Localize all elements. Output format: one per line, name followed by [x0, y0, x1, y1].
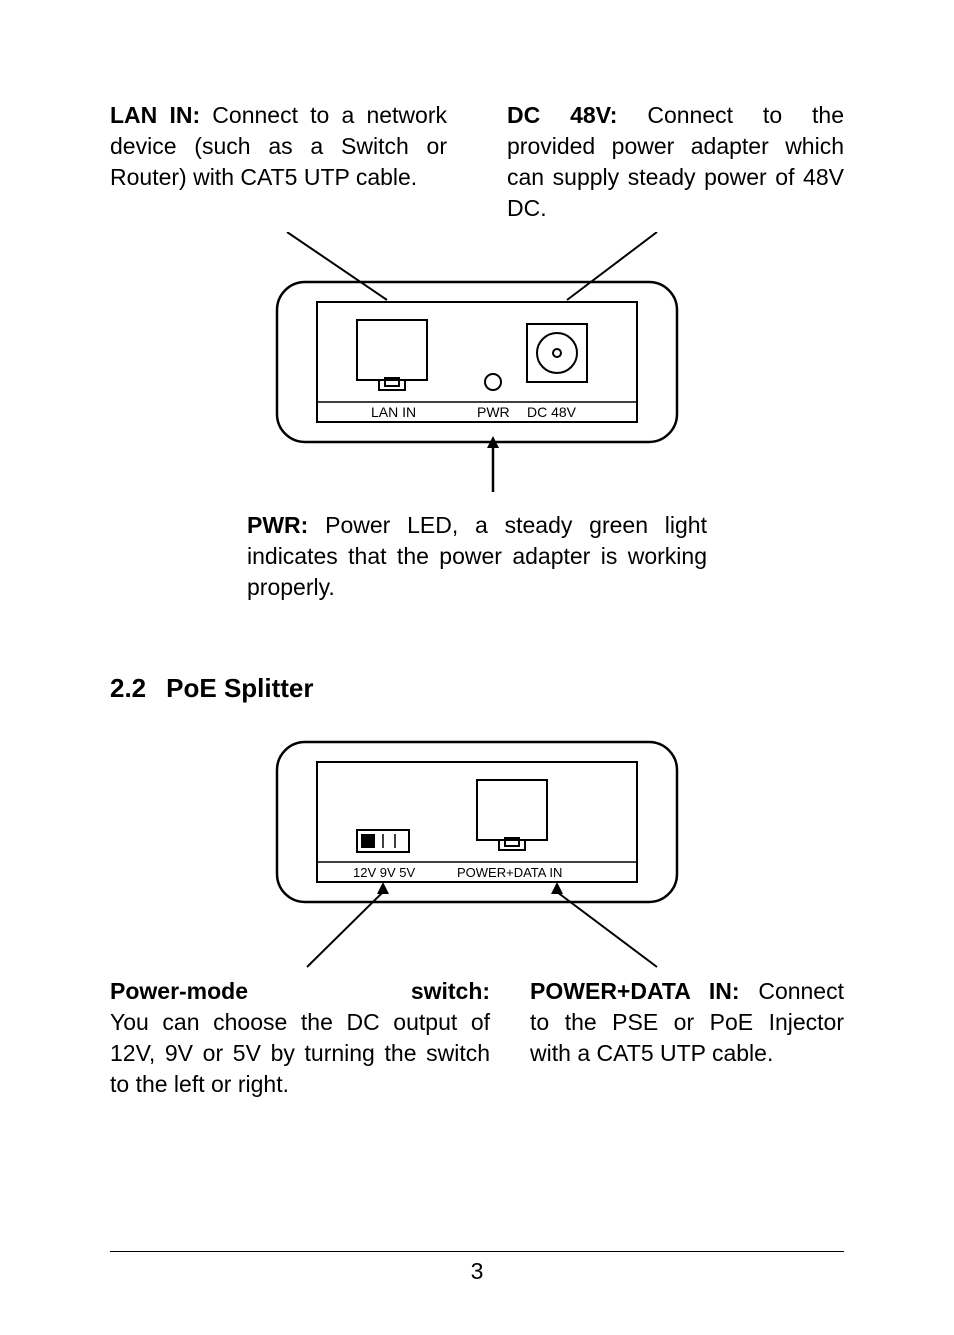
diagram2-port-label: POWER+DATA IN: [457, 865, 562, 880]
top-description-row: LAN IN: Connect to a network device (suc…: [110, 100, 844, 224]
page-number: 3: [110, 1258, 844, 1285]
lan-in-label: LAN IN:: [110, 102, 200, 128]
pwr-description: PWR: Power LED, a steady green light ind…: [247, 510, 707, 603]
page-container: LAN IN: Connect to a network device (suc…: [0, 0, 954, 1335]
diagram2-switch-label: 12V 9V 5V: [353, 865, 415, 880]
power-mode-text: You can choose the DC output of 12V, 9V …: [110, 1009, 490, 1097]
footer-rule: [110, 1251, 844, 1252]
page-footer: 3: [110, 1251, 844, 1285]
splitter-diagram: 12V 9V 5V POWER+DATA IN: [110, 732, 844, 972]
splitter-svg: 12V 9V 5V POWER+DATA IN: [197, 732, 757, 972]
pwr-label: PWR:: [247, 512, 308, 538]
diagram1-lan-label: LAN IN: [371, 404, 416, 420]
pwr-text: Power LED, a steady green light indicate…: [247, 512, 707, 600]
power-data-description: POWER+DATA IN: Connect to the PSE or PoE…: [530, 976, 844, 1100]
power-data-label: POWER+DATA IN:: [530, 978, 739, 1004]
bottom-description-row: Power-mode switch: You can choose the DC …: [110, 976, 844, 1100]
dc-48v-description: DC 48V: Connect to the provided power ad…: [507, 100, 844, 224]
lan-in-description: LAN IN: Connect to a network device (suc…: [110, 100, 447, 224]
injector-diagram: LAN IN PWR DC 48V: [110, 232, 844, 502]
dc-48v-label: DC 48V:: [507, 102, 617, 128]
diagram1-dc-label: DC 48V: [527, 404, 577, 420]
power-mode-description: Power-mode switch: You can choose the DC …: [110, 976, 490, 1100]
section-heading: 2.2 PoE Splitter: [110, 673, 844, 704]
diagram1-pwr-label: PWR: [477, 404, 510, 420]
power-mode-label-2: switch:: [411, 976, 490, 1007]
section-number: 2.2: [110, 673, 146, 704]
power-mode-label-1: Power-mode: [110, 976, 248, 1007]
injector-svg: LAN IN PWR DC 48V: [197, 232, 757, 502]
section-title: PoE Splitter: [166, 673, 313, 704]
